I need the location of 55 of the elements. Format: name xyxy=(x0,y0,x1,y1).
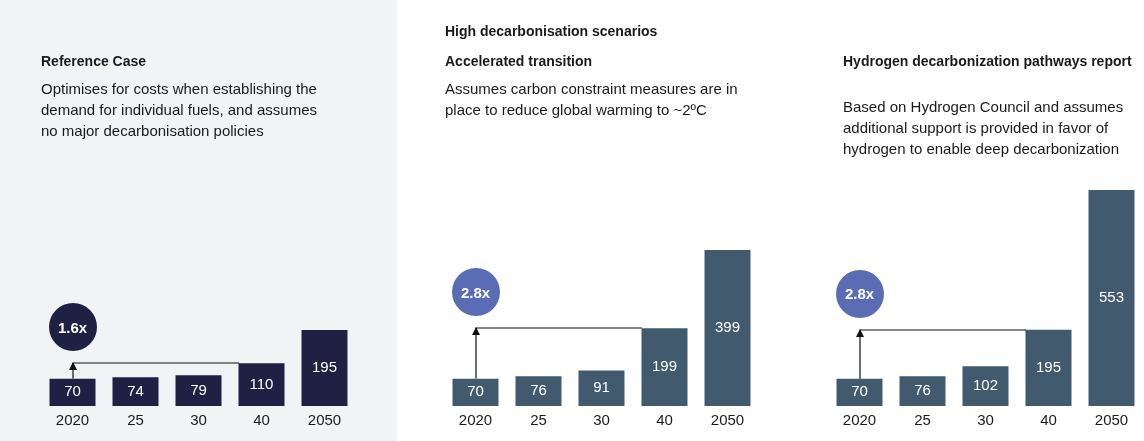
annotation: 2.8x xyxy=(451,268,500,317)
data-label: 74 xyxy=(127,381,144,399)
bar xyxy=(704,250,751,406)
data-label: 195 xyxy=(311,358,338,376)
bar xyxy=(238,363,285,406)
bar xyxy=(112,377,159,406)
x-tick-label: 2020 xyxy=(55,411,90,429)
bar xyxy=(962,366,1009,406)
bar xyxy=(301,330,348,406)
bar xyxy=(578,370,625,406)
x-tick-label: 2050 xyxy=(307,411,342,429)
x-tick-label: 2050 xyxy=(1094,411,1129,429)
x-tick-label: 40 xyxy=(1040,411,1057,429)
chart-title: Hydrogen decarbonization pathways report xyxy=(843,52,1133,70)
x-tick-label: 2050 xyxy=(710,411,745,429)
x-tick-label: 30 xyxy=(190,411,207,429)
data-label: 110 xyxy=(249,374,274,392)
x-tick-label: 40 xyxy=(656,411,673,429)
data-label: 91 xyxy=(593,378,610,396)
x-tick-label: 2020 xyxy=(458,411,493,429)
bar xyxy=(49,378,96,406)
bar xyxy=(836,378,883,406)
chart-subtitle: Based on Hydrogen Council and assumes additional support is provided in favor of hydrogen to enable deep decarbonization xyxy=(843,97,1125,159)
data-label: 76 xyxy=(914,381,931,399)
data-label: 399 xyxy=(714,318,741,336)
x-tick-label: 30 xyxy=(593,411,610,429)
chart-title: Reference Case xyxy=(41,52,148,70)
annotation: 1.6x xyxy=(48,303,97,352)
x-tick-label: 25 xyxy=(127,411,144,429)
x-tick-label: 2020 xyxy=(842,411,877,429)
chart-subtitle: Assumes carbon constraint measures are in place to reduce global warming to ~2ºC xyxy=(445,79,739,120)
data-label: 553 xyxy=(1098,288,1125,306)
annotation: 2.8x xyxy=(835,269,884,318)
x-tick-label: 25 xyxy=(530,411,547,429)
chart-title: Accelerated transition xyxy=(445,52,594,70)
bar xyxy=(641,328,688,406)
bar xyxy=(515,376,562,406)
bar xyxy=(899,376,946,406)
data-label: 79 xyxy=(190,380,207,398)
data-label: 199 xyxy=(651,357,678,375)
data-label: 76 xyxy=(530,381,547,399)
data-label: 70 xyxy=(467,382,484,400)
bar xyxy=(1025,329,1072,406)
data-label: 195 xyxy=(1035,358,1062,376)
bar xyxy=(175,375,222,406)
bar xyxy=(1088,190,1135,406)
chart-subtitle: Optimises for costs when establishing the demand for individual fuels, and assumes no major decarbonisation policies xyxy=(41,79,318,141)
data-label: 70 xyxy=(851,382,868,400)
text: High decarbonisation scenarios xyxy=(445,22,658,40)
data-label: 102 xyxy=(972,376,999,394)
x-tick-label: 25 xyxy=(914,411,931,429)
bar xyxy=(452,378,499,406)
data-label: 70 xyxy=(64,382,81,400)
x-tick-label: 40 xyxy=(253,411,270,429)
x-tick-label: 30 xyxy=(977,411,994,429)
